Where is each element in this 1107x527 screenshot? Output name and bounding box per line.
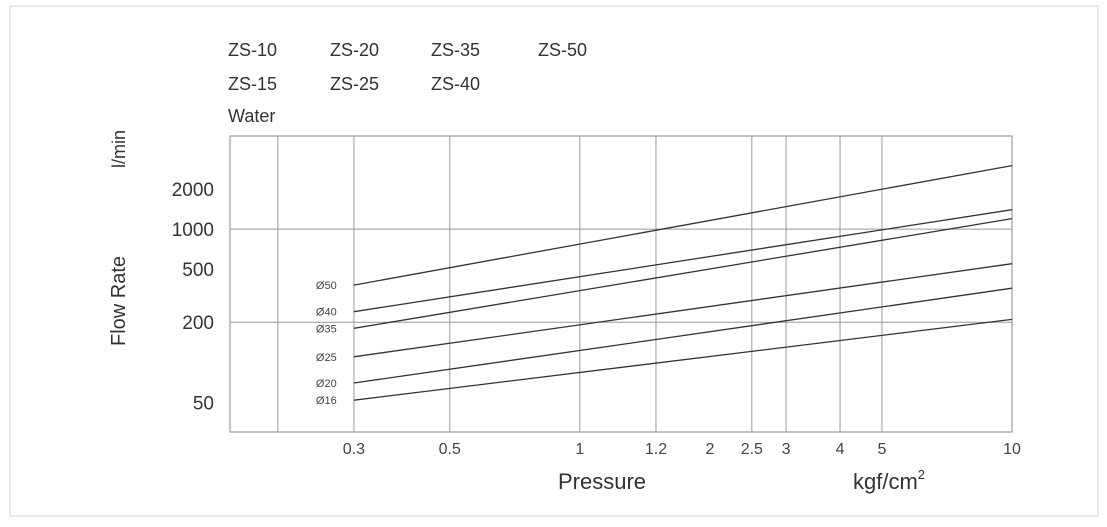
y-axis-title: Flow Rate [108, 256, 130, 346]
series-label: Ø25 [316, 352, 337, 364]
outer-border [9, 5, 1099, 517]
x-tick-labels: 0.3 0.5 1 1.2 2 2.5 3 4 5 10 [343, 441, 1021, 458]
x-tick-label: 2.5 [741, 441, 763, 458]
series-label: Ø35 [316, 323, 337, 335]
series-label: Ø50 [316, 280, 337, 292]
y-tick-label: 500 [182, 260, 214, 281]
x-tick-label: 5 [877, 441, 886, 458]
y-tick-label: 2000 [172, 180, 214, 201]
x-tick-label: 2 [706, 441, 715, 458]
model-label: ZS-15 [228, 74, 277, 94]
x-axis-title: Pressure [558, 469, 646, 494]
grid [230, 136, 1012, 432]
model-label: ZS-20 [330, 40, 379, 60]
x-tick-label: 4 [836, 441, 845, 458]
y-unit-label: l/min [109, 130, 129, 168]
x-unit-label: kgf/cm2 [853, 467, 925, 494]
series-line [353, 217, 1013, 329]
model-label: ZS-35 [431, 40, 480, 60]
y-tick-label: 200 [182, 313, 214, 334]
series-label: Ø16 [316, 395, 337, 407]
series-line [353, 263, 1013, 358]
series-group: Ø50 Ø40 Ø35 Ø25 Ø20 Ø16 [316, 164, 1013, 407]
series-label: Ø40 [316, 307, 337, 319]
x-tick-label: 3 [782, 441, 791, 458]
x-tick-label: 1 [575, 441, 584, 458]
x-unit-exponent: 2 [918, 467, 925, 482]
series-line [353, 209, 1013, 313]
x-tick-label: 0.3 [343, 441, 365, 458]
y-tick-label: 1000 [172, 220, 214, 241]
model-label: ZS-50 [538, 40, 587, 60]
y-tick-labels: 2000 1000 500 200 50 [172, 180, 214, 414]
plot-area [229, 135, 1013, 433]
model-label: ZS-40 [431, 74, 480, 94]
series-label: Ø20 [316, 378, 337, 390]
model-label: ZS-10 [228, 40, 277, 60]
x-tick-label: 10 [1003, 441, 1021, 458]
series-line [353, 287, 1013, 384]
medium-label: Water [228, 106, 275, 126]
series-line [353, 318, 1013, 401]
series-line [353, 164, 1013, 286]
model-list: ZS-10 ZS-20 ZS-35 ZS-50 ZS-15 ZS-25 ZS-4… [228, 40, 587, 126]
model-label: ZS-25 [330, 74, 379, 94]
y-tick-label: 50 [193, 393, 214, 414]
x-unit-base: kgf/cm [853, 469, 918, 494]
x-tick-label: 1.2 [645, 441, 667, 458]
x-tick-label: 0.5 [439, 441, 461, 458]
